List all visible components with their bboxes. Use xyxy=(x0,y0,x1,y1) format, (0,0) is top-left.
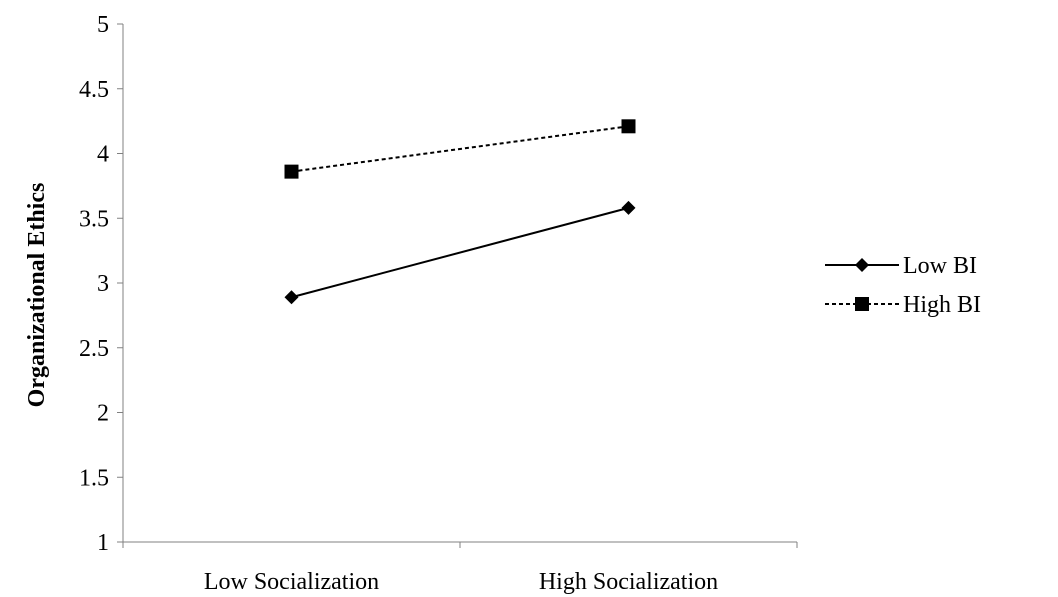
data-point xyxy=(621,119,636,134)
y-tick-label: 4 xyxy=(97,142,109,168)
legend-item: High BI xyxy=(825,292,981,318)
legend-marker xyxy=(855,297,869,311)
y-axis-title: Organizational Ethics xyxy=(24,183,50,408)
x-tick-label: Low Socialization xyxy=(204,569,379,595)
legend: Low BI High BI xyxy=(825,253,981,318)
x-tick-label: High Socialization xyxy=(539,569,718,595)
y-tick-label: 1.5 xyxy=(79,465,109,491)
series-high-bi xyxy=(284,119,636,179)
y-tick-label: 3 xyxy=(97,271,109,297)
series-layer xyxy=(284,119,636,305)
y-tick-label: 4.5 xyxy=(79,77,109,103)
series-line xyxy=(291,125,629,173)
series-low-bi xyxy=(284,200,636,305)
y-tick-label: 2.5 xyxy=(79,336,109,362)
data-point xyxy=(284,290,299,305)
data-point xyxy=(284,164,299,179)
y-tick-label: 1 xyxy=(97,530,109,556)
x-axis-ticks: Low Socialization High Socialization xyxy=(122,542,798,595)
y-axis-ticks: 1 1.5 2 2.5 3 3.5 4 4.5 5 xyxy=(79,12,123,556)
legend-item: Low BI xyxy=(825,253,977,279)
legend-label: Low BI xyxy=(903,253,977,279)
y-tick-label: 5 xyxy=(97,12,109,38)
legend-marker xyxy=(855,258,869,272)
data-point xyxy=(621,200,636,215)
y-tick-label: 3.5 xyxy=(79,206,109,232)
y-tick-label: 2 xyxy=(97,401,109,427)
series-line xyxy=(291,206,629,299)
legend-label: High BI xyxy=(903,292,981,318)
